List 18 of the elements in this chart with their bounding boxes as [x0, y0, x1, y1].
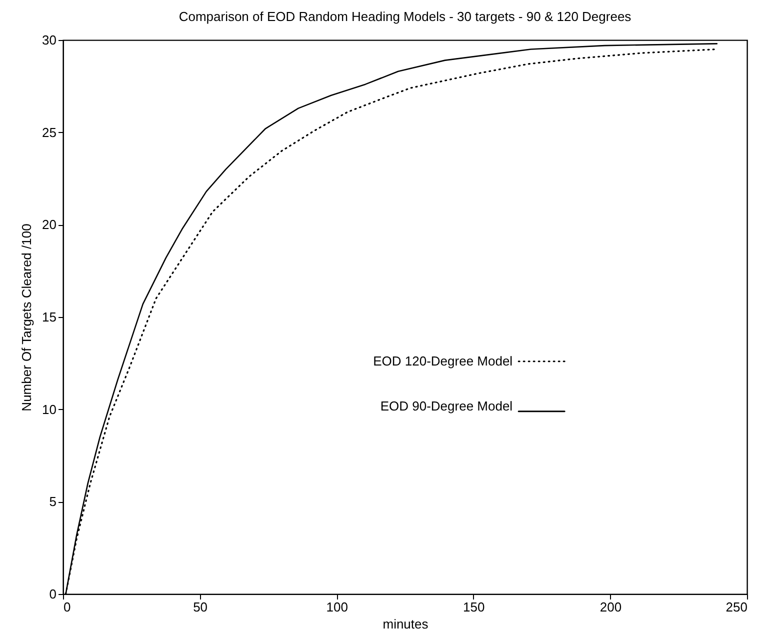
y-tick-label: 25: [42, 124, 56, 140]
y-tick-label: 0: [49, 586, 56, 602]
legend-label: EOD 90-Degree Model: [380, 398, 513, 414]
x-tick-label: 250: [726, 600, 748, 614]
x-tick-label: 50: [193, 600, 208, 614]
legend-label: EOD 120-Degree Model: [373, 353, 513, 368]
y-tick-label: 15: [42, 310, 56, 324]
y-tick-label: 30: [42, 32, 56, 48]
x-tick-label: 0: [64, 600, 71, 614]
x-axis-title: minutes: [382, 616, 429, 632]
chart-title: Comparison of EOD Random Heading Models - 30 targets - 90 & 120 Degrees: [178, 9, 632, 24]
y-axis-title: Number Of Targets Cleared /100: [19, 224, 34, 412]
x-tick-label: 100: [326, 600, 348, 614]
x-tick-label: 200: [600, 600, 622, 614]
y-tick-label: 20: [42, 217, 56, 232]
y-tick-label: 10: [42, 402, 56, 417]
x-tick-label: 150: [463, 600, 485, 614]
y-tick-label: 5: [49, 494, 56, 510]
